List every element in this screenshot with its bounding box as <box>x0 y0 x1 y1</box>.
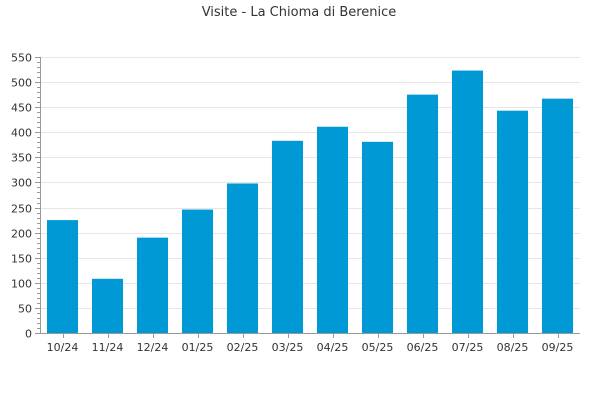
x-tick-label: 07/25 <box>452 341 484 354</box>
bar-02-25 <box>226 183 259 333</box>
y-tick-label: 0 <box>25 328 32 341</box>
x-tick-label: 01/25 <box>182 341 214 354</box>
y-tick-label: 350 <box>11 152 32 165</box>
chart-title: Visite - La Chioma di Berenice <box>202 5 397 20</box>
x-tick-label: 12/24 <box>137 341 169 354</box>
y-tick-label: 200 <box>11 228 32 241</box>
x-tick-label: 04/25 <box>317 341 349 354</box>
y-tick-label: 550 <box>11 52 32 65</box>
y-tick-label: 500 <box>11 77 32 90</box>
x-tick-label: 10/24 <box>47 341 79 354</box>
bars <box>46 70 574 334</box>
y-tick-label: 150 <box>11 253 32 266</box>
bar-09-25 <box>541 98 574 334</box>
bar-03-25 <box>271 140 304 333</box>
x-tick-labels: 10/24 11/24 12/24 01/25 02/25 03/25 04/25 05/25… <box>47 341 574 354</box>
x-tick-label: 11/24 <box>92 341 124 354</box>
bar-01-25 <box>181 209 214 333</box>
y-tick-label: 300 <box>11 177 32 190</box>
x-tick-label: 09/25 <box>542 341 574 354</box>
bar-10-24 <box>46 220 79 333</box>
grid-lines <box>40 57 580 309</box>
axes <box>35 57 580 338</box>
y-tick-label: 400 <box>11 127 32 140</box>
y-tick-label: 250 <box>11 203 32 216</box>
bar-08-25 <box>496 110 529 333</box>
x-tick-label: 08/25 <box>497 341 529 354</box>
x-tick-label: 06/25 <box>407 341 439 354</box>
x-tick-label: 03/25 <box>272 341 304 354</box>
y-tick-label: 100 <box>11 278 32 291</box>
bar-05-25 <box>361 141 394 333</box>
bar-04-25 <box>316 126 349 333</box>
y-tick-labels: 0 50 100 150 200 250 300 350 400 450 500 550 <box>11 52 32 341</box>
y-tick-label: 450 <box>11 102 32 115</box>
bar-11-24 <box>91 278 124 333</box>
y-tick-label: 50 <box>18 303 32 316</box>
bar-06-25 <box>406 94 439 333</box>
x-tick-label: 02/25 <box>227 341 259 354</box>
x-tick-label: 05/25 <box>362 341 394 354</box>
bar-12-24 <box>136 237 169 333</box>
bar-07-25 <box>451 70 484 334</box>
